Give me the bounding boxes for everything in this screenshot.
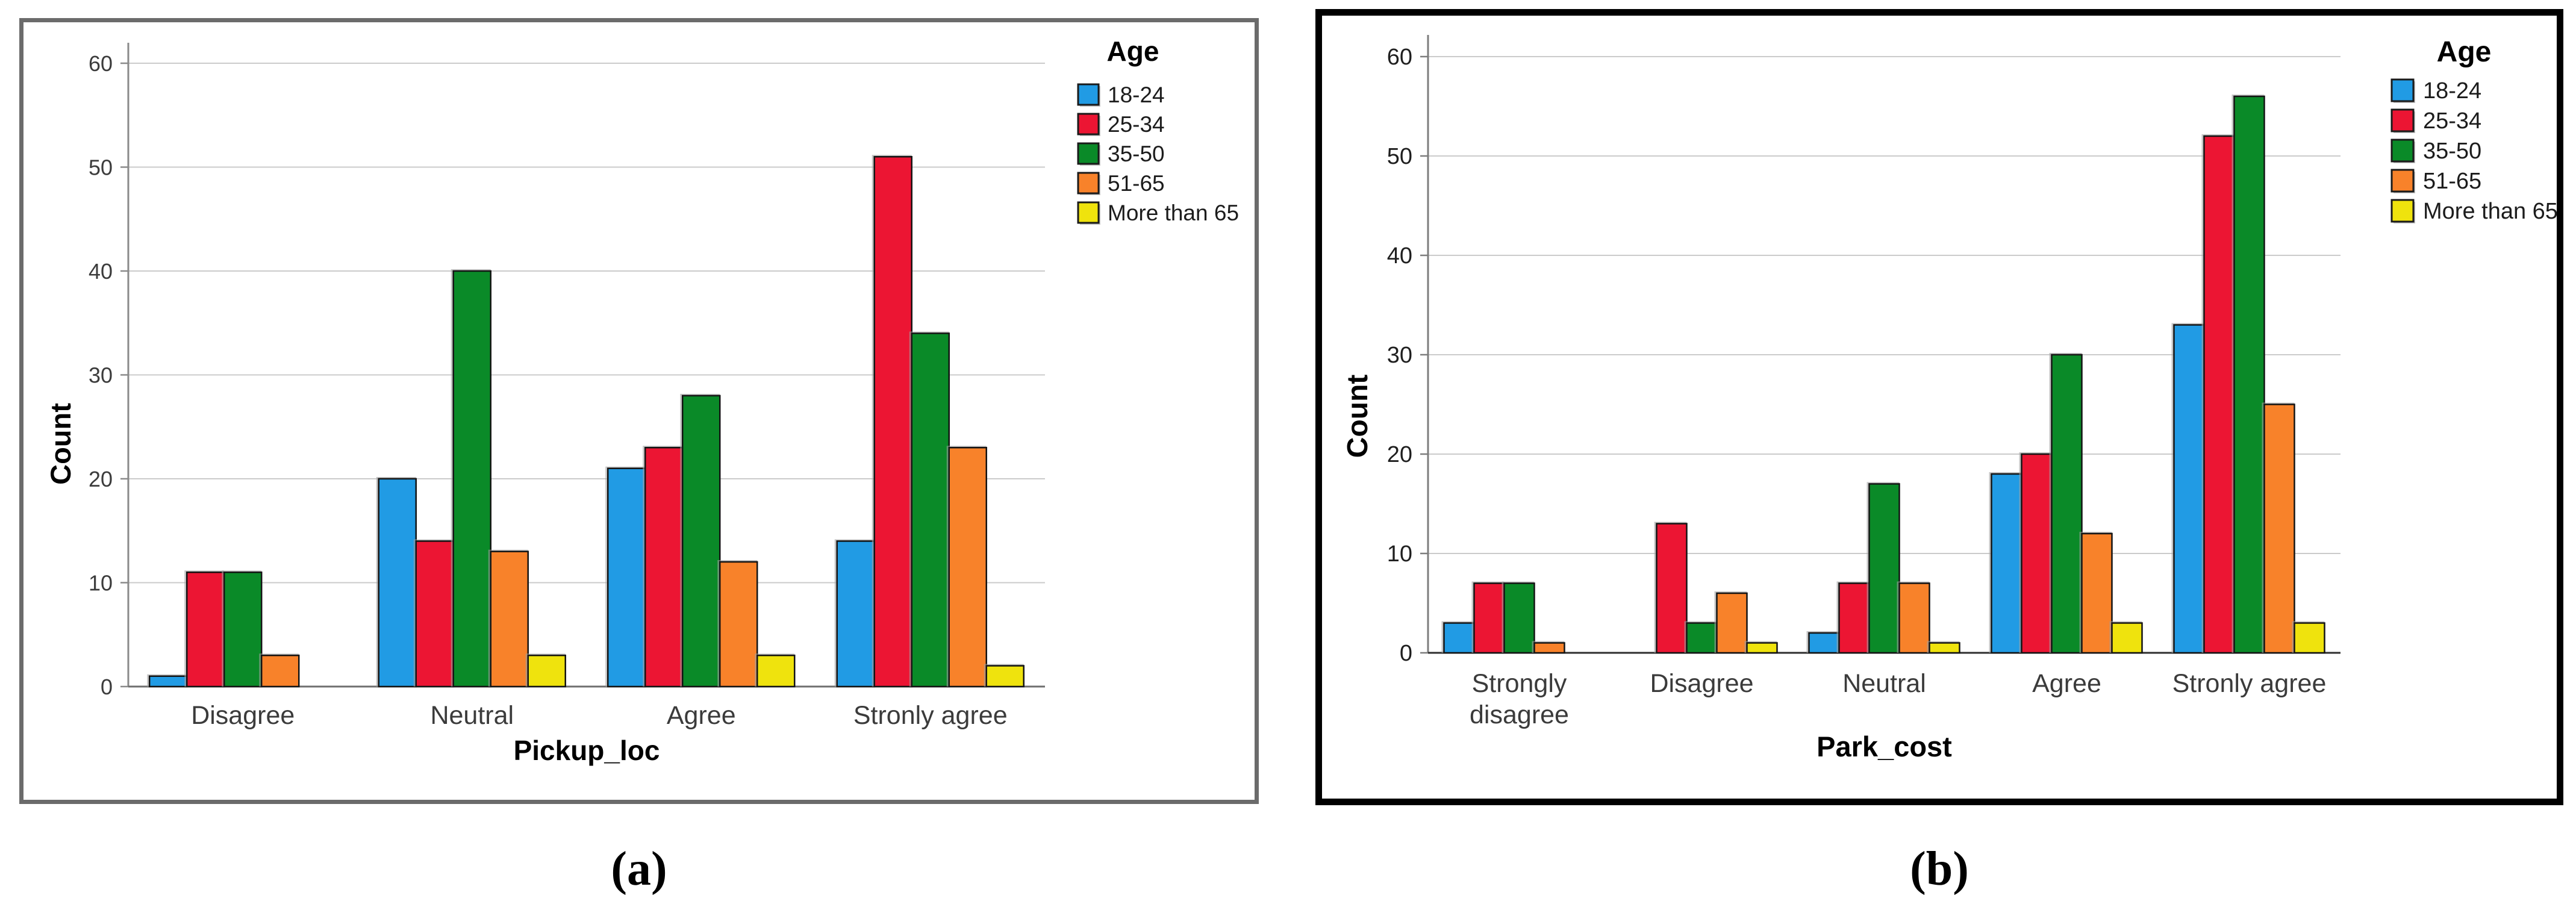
legend-swatch-More than 65: [1077, 201, 1100, 224]
x-axis-title: Pickup_loc: [514, 735, 660, 766]
bar-18-24-Neutral: [1808, 632, 1840, 654]
bar-25-34-Neutral: [415, 540, 454, 688]
bar-25-34-Agree: [2021, 453, 2053, 654]
x-category-label: Disagree: [191, 701, 295, 730]
legend-label: 25-34: [2423, 108, 2481, 134]
bar-25-34-Disagree: [186, 572, 225, 688]
x-category-label: disagree: [1470, 700, 1569, 729]
legend-swatch-35-50: [2390, 139, 2415, 163]
x-category-label: Neutral: [430, 701, 514, 730]
y-tick-label: 50: [89, 155, 113, 180]
bar-35-50-Stronly agree: [911, 332, 950, 688]
bar-18-24-Neutral: [378, 478, 417, 688]
y-tick-label: 10: [1387, 541, 1412, 567]
bar-More than 65-Disagree: [1746, 642, 1778, 654]
bar-51-65-Stronly agree: [948, 447, 987, 688]
bar-35-50-Agree: [682, 394, 721, 688]
y-tick-label: 60: [89, 51, 113, 76]
bar-35-50-Agree: [2051, 354, 2083, 654]
y-tick-label: 10: [89, 571, 113, 596]
bar-35-50-Strongly disagree: [1503, 582, 1535, 654]
legend-swatch-35-50: [1077, 142, 1100, 165]
bar-35-50-Stronly agree: [2233, 95, 2265, 654]
x-category-label: Neutral: [1842, 669, 1926, 698]
legend-swatch-More than 65: [2390, 199, 2415, 223]
legend-swatch-51-65: [1077, 172, 1100, 195]
y-tick-label: 20: [1387, 442, 1412, 467]
y-tick-label: 0: [1400, 641, 1412, 666]
bar-More than 65-Neutral: [527, 655, 566, 688]
y-tick-label: 30: [89, 363, 113, 388]
bar-18-24-Stronly agree: [2173, 324, 2205, 654]
x-category-label: Agree: [2032, 669, 2101, 698]
bar-chart-pickup-loc: 0 10 20 30 40 50 60 Disagree Neutral Agree Stronly…: [45, 36, 1239, 766]
y-tick-label: 20: [89, 467, 113, 491]
legend-label: 35-50: [1108, 142, 1165, 166]
caption-b: (b): [1910, 843, 1969, 896]
legend-label: 35-50: [2423, 139, 2481, 164]
bar-51-65-Neutral: [490, 550, 529, 688]
legend-label: 51-65: [2423, 169, 2481, 194]
bar-18-24-Agree: [1991, 473, 2022, 654]
bar-18-24-Disagree: [149, 675, 188, 688]
bar-51-65-Disagree: [261, 655, 300, 688]
legend-label: 51-65: [1108, 171, 1165, 196]
y-axis-title: Count: [1342, 375, 1374, 458]
legend-title: Age: [1107, 36, 1159, 67]
legend-swatch-51-65: [2390, 169, 2415, 193]
bar-More than 65-Stronly agree: [2294, 622, 2325, 654]
legend-label: More than 65: [1108, 201, 1239, 225]
bar-More than 65-Stronly agree: [985, 665, 1024, 688]
bar-18-24-Agree: [607, 467, 646, 688]
bar-51-65-Disagree: [1716, 592, 1748, 654]
legend-label: 25-34: [1108, 112, 1165, 137]
x-category-label: Agree: [667, 701, 736, 730]
legend-label: 18-24: [1108, 83, 1165, 107]
bar-35-50-Disagree: [1686, 622, 1718, 654]
bar-18-24-Stronly agree: [836, 540, 875, 688]
legend-label: 18-24: [2423, 78, 2481, 104]
figure-panel-b: 0 10 20 30 40 50 60 Strongly disagree Disagree Neu…: [1315, 9, 2563, 805]
legend-swatch-25-34: [2390, 108, 2415, 132]
y-tick-label: 40: [89, 259, 113, 284]
bar-51-65-Stronly agree: [2263, 404, 2295, 654]
legend-swatch-18-24: [2390, 78, 2415, 102]
bar-25-34-Neutral: [1838, 582, 1870, 654]
x-category-label: Stronly agree: [2172, 669, 2327, 698]
bar-35-50-Neutral: [1868, 483, 1900, 654]
y-tick-label: 0: [101, 675, 113, 699]
bar-51-65-Neutral: [1898, 582, 1930, 654]
bar-More than 65-Neutral: [1929, 642, 1960, 654]
legend-label: More than 65: [2423, 199, 2557, 224]
y-tick-label: 30: [1387, 343, 1412, 368]
y-tick-label: 60: [1387, 45, 1412, 70]
legend-swatch-18-24: [1077, 83, 1100, 106]
figure-panel-a: 0 10 20 30 40 50 60 Disagree Neutral Agree Stronly…: [19, 18, 1259, 804]
x-axis-title: Park_cost: [1817, 731, 1952, 762]
bar-25-34-Stronly agree: [873, 156, 912, 688]
x-category-label: Disagree: [1650, 669, 1753, 698]
bar-18-24-Strongly disagree: [1443, 622, 1475, 654]
x-category-label: Stronly agree: [853, 701, 1008, 730]
y-tick-label: 50: [1387, 144, 1412, 169]
bar-More than 65-Agree: [756, 655, 796, 688]
bar-More than 65-Agree: [2111, 622, 2143, 654]
y-axis-title: Count: [45, 403, 76, 485]
bar-25-34-Disagree: [1656, 523, 1688, 654]
bar-25-34-Agree: [644, 447, 684, 688]
legend-title: Age: [2437, 36, 2492, 68]
bar-35-50-Disagree: [223, 572, 263, 688]
y-tick-label: 40: [1387, 243, 1412, 269]
bar-25-34-Stronly agree: [2203, 135, 2235, 654]
caption-a: (a): [611, 843, 667, 896]
x-category-label: Strongly: [1472, 669, 1567, 698]
legend-swatch-25-34: [1077, 113, 1100, 136]
bar-35-50-Neutral: [452, 270, 491, 688]
bar-51-65-Agree: [719, 561, 758, 688]
bar-25-34-Strongly disagree: [1473, 582, 1505, 654]
bar-51-65-Strongly disagree: [1533, 642, 1565, 654]
bar-51-65-Agree: [2081, 532, 2113, 654]
